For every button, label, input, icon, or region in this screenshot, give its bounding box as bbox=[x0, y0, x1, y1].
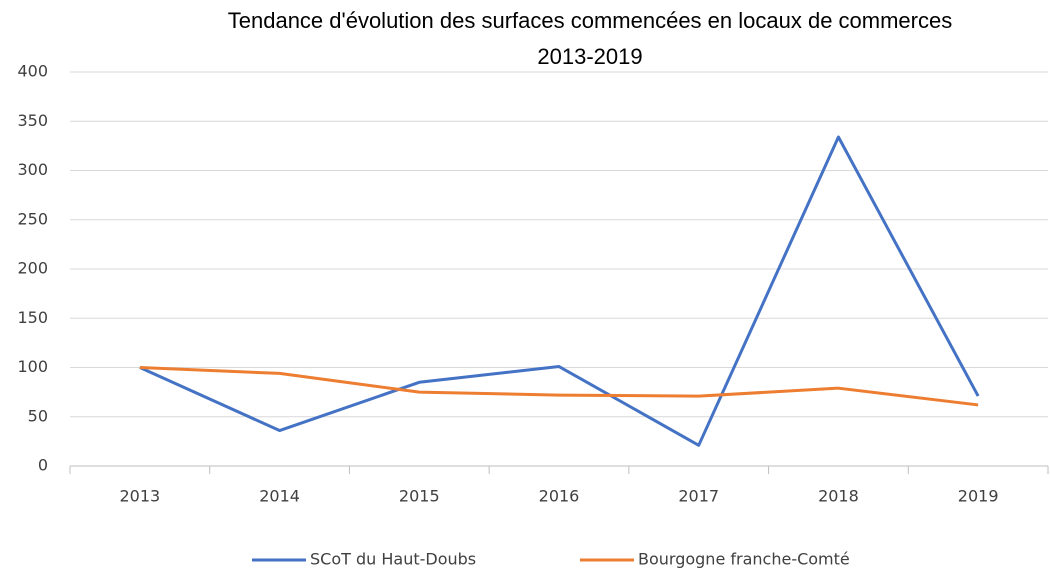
y-tick-label: 200 bbox=[17, 259, 48, 278]
x-tick-label: 2019 bbox=[958, 487, 999, 506]
x-tick-label: 2013 bbox=[119, 487, 160, 506]
chart-title: 2013-2019 bbox=[537, 44, 642, 69]
y-tick-label: 400 bbox=[17, 62, 48, 81]
series-line bbox=[139, 366, 979, 407]
x-tick-label: 2015 bbox=[399, 487, 440, 506]
x-tick-label: 2016 bbox=[539, 487, 580, 506]
y-tick-label: 0 bbox=[38, 456, 48, 475]
x-tick-label: 2018 bbox=[818, 487, 859, 506]
y-tick-label: 350 bbox=[17, 111, 48, 130]
legend-label: Bourgogne franche-Comté bbox=[638, 550, 850, 569]
x-tick-label: 2014 bbox=[259, 487, 300, 506]
y-tick-label: 150 bbox=[17, 308, 48, 327]
y-tick-label: 300 bbox=[17, 160, 48, 179]
y-tick-label: 100 bbox=[17, 357, 48, 376]
x-tick-label: 2017 bbox=[678, 487, 719, 506]
y-tick-label: 250 bbox=[17, 209, 48, 228]
legend-label: SCoT du Haut-Doubs bbox=[310, 550, 476, 569]
y-tick-label: 50 bbox=[28, 406, 48, 425]
chart-title: Tendance d'évolution des surfaces commen… bbox=[228, 8, 952, 33]
series-line bbox=[139, 135, 980, 447]
